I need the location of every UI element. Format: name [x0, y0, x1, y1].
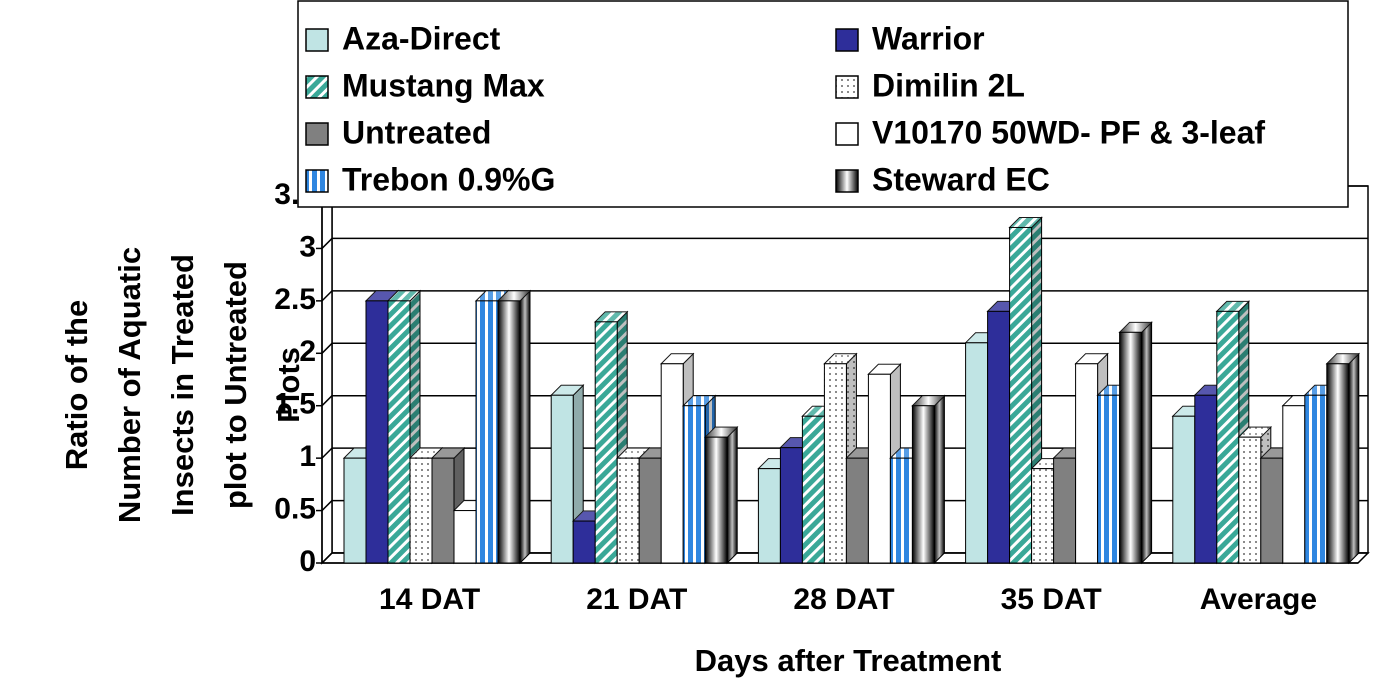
x-tick-label: 21 DAT [586, 583, 687, 616]
y-tick-label: 2 [299, 335, 316, 368]
bar [911, 394, 946, 565]
y-tick-label: 0.5 [274, 492, 316, 525]
x-tick-label: 14 DAT [379, 583, 480, 616]
legend-label: Aza-Direct [342, 20, 501, 56]
legend-swatch [305, 75, 329, 99]
legend-label: Dimilin 2L [872, 67, 1025, 103]
grid-line [321, 290, 333, 302]
legend-swatch [305, 169, 329, 193]
legend-label: V10170 50WD- PF & 3-leaf [872, 114, 1265, 150]
legend-swatch [305, 122, 329, 146]
legend-swatch [305, 28, 329, 52]
y-axis-title-line: plot to Untreated [218, 261, 253, 509]
y-axis-title: Ratio of the Number of Aquatic Insects in … [59, 247, 306, 523]
grid-line [321, 500, 333, 512]
grid-line [321, 237, 333, 249]
legend-swatch [835, 28, 859, 52]
y-axis-title-line: Ratio of the [59, 300, 94, 471]
grid-line [321, 395, 333, 407]
legend-swatch [835, 122, 859, 146]
legend-label: Untreated [342, 114, 491, 150]
bar [1118, 321, 1153, 565]
grid-line [321, 342, 333, 354]
x-tick-label: 28 DAT [793, 583, 894, 616]
x-tick-label: Average [1200, 583, 1317, 616]
legend-label: Steward EC [872, 161, 1050, 197]
legend-label: Warrior [872, 20, 985, 56]
legend-box [297, 0, 1349, 208]
y-axis-title-line: Number of Aquatic [112, 247, 147, 523]
y-tick-label: 1 [299, 440, 316, 473]
y-tick-label: 3 [299, 230, 316, 263]
y-tick-label: 0 [299, 545, 316, 578]
y-axis-title-line: Plots [271, 347, 306, 423]
y-tick-label: 2.5 [274, 283, 316, 316]
grid-line [321, 552, 333, 564]
x-tick-label: 35 DAT [1001, 583, 1102, 616]
legend-swatch [835, 169, 859, 193]
legend-label: Trebon 0.9%G [342, 161, 555, 197]
y-tick-label: 1.5 [274, 388, 316, 421]
x-axis-title: Days after Treatment [695, 643, 1002, 678]
bar [496, 289, 532, 565]
legend-swatch [835, 75, 859, 99]
bar [703, 425, 739, 565]
grid-line [321, 447, 333, 459]
y-axis-title-line: Insects in Treated [165, 254, 200, 516]
bar [1325, 352, 1361, 565]
legend-label: Mustang Max [342, 67, 545, 103]
